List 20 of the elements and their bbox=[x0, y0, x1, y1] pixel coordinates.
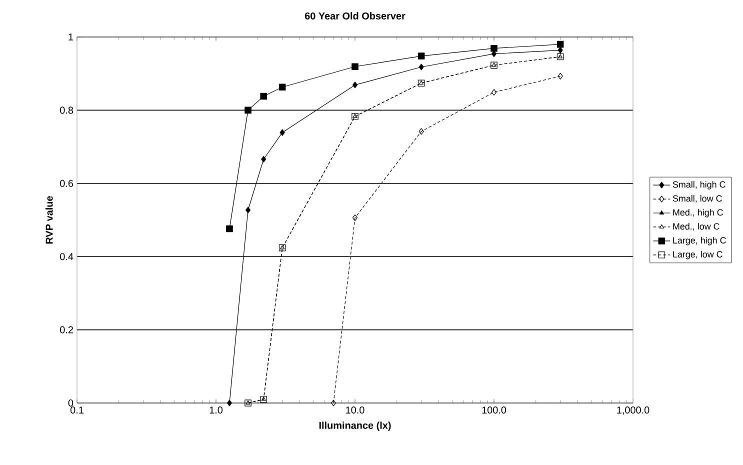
legend-label: Small, high C bbox=[672, 181, 726, 190]
y-tick-label: 1 bbox=[68, 34, 73, 40]
y-tick-label: 0 bbox=[68, 399, 74, 407]
legend-label: Large, low C bbox=[673, 250, 722, 260]
chart-title: 60 Year Old Observer bbox=[304, 12, 406, 20]
x-tick-label: 0.1 bbox=[70, 406, 84, 414]
y-tick-label: 0.6 bbox=[60, 180, 74, 187]
legend-label: Large, high C bbox=[673, 236, 726, 246]
x-tick-label: 100.0 bbox=[482, 406, 506, 414]
x-tick-label: 1,000.0 bbox=[617, 406, 650, 415]
x-tick-label: 1.0 bbox=[210, 406, 223, 414]
y-axis-title: RVP value bbox=[45, 196, 53, 244]
legend-label: Med., high C bbox=[673, 209, 723, 218]
legend-label: Med., low C bbox=[673, 222, 720, 231]
x-axis-title: Illuminance (lx) bbox=[319, 422, 391, 431]
x-tick-label: 10.0 bbox=[346, 406, 364, 414]
y-tick-label: 0.8 bbox=[60, 106, 74, 114]
y-tick-label: 0.4 bbox=[60, 253, 74, 260]
legend-label: Small, low C bbox=[672, 195, 722, 203]
y-tick-label: 0.2 bbox=[60, 326, 73, 334]
